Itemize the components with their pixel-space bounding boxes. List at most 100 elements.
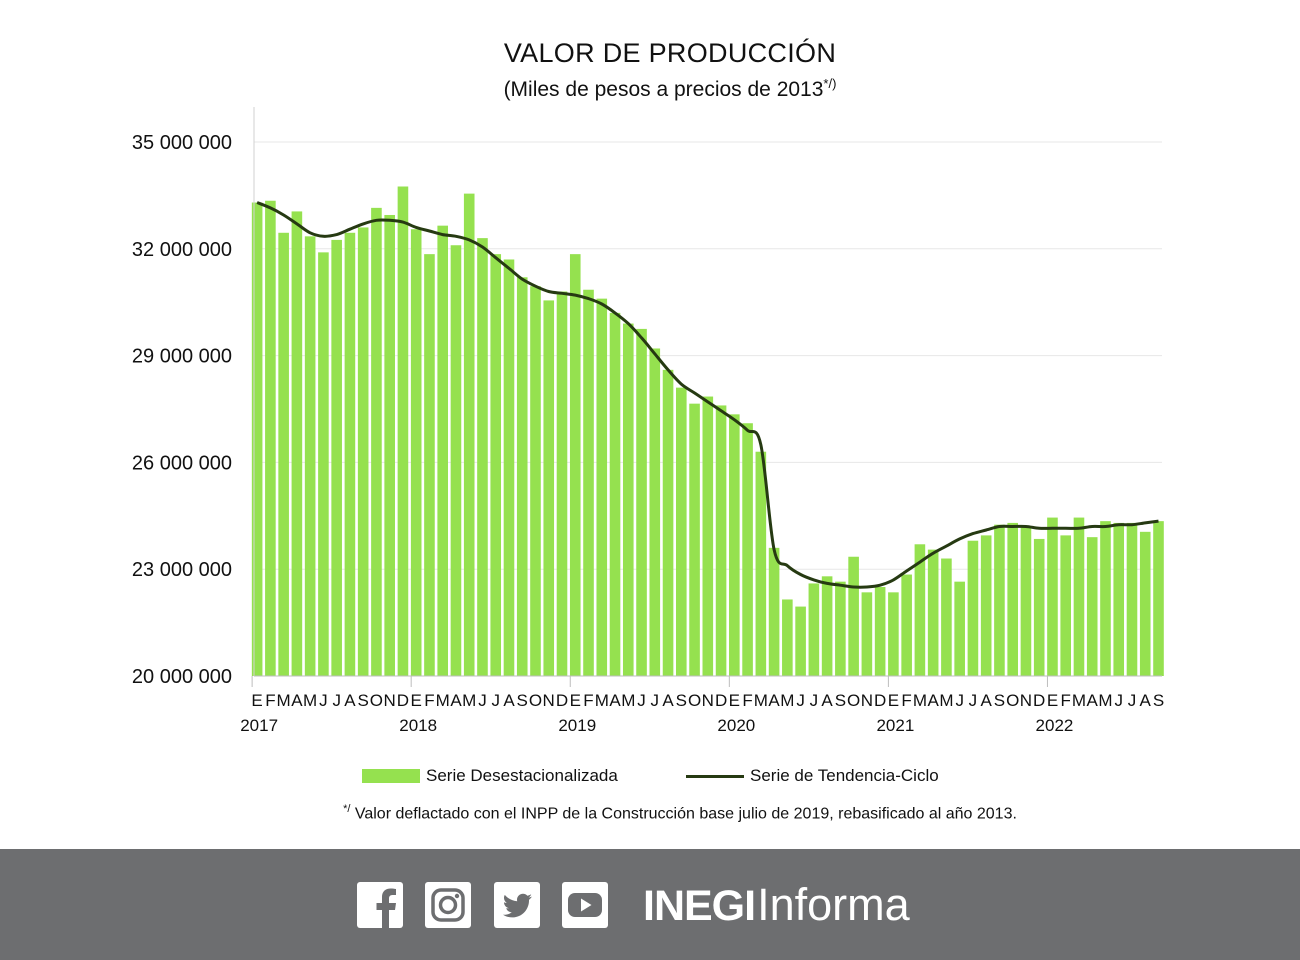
x-tick-label: M xyxy=(780,691,794,710)
subtitle-footnote-mark: */) xyxy=(823,76,837,91)
x-tick-label: J xyxy=(332,691,341,710)
bar xyxy=(477,238,488,676)
x-tick-label: N xyxy=(702,691,714,710)
bar xyxy=(808,583,820,676)
bar xyxy=(318,252,329,677)
bar xyxy=(1126,522,1138,676)
footnote-text: Valor deflactado con el INPP de la Const… xyxy=(354,805,1017,823)
bar xyxy=(676,387,687,676)
x-tick-label: S xyxy=(994,691,1005,710)
x-tick-label: J xyxy=(1114,691,1123,710)
bar xyxy=(622,323,634,676)
x-tick-label: F xyxy=(583,691,593,710)
x-tick-label: E xyxy=(570,691,581,710)
bar xyxy=(848,556,859,676)
bar xyxy=(702,396,714,676)
x-tick-label: E xyxy=(411,691,422,710)
bar xyxy=(1060,535,1072,676)
y-tick-label: 35 000 000 xyxy=(132,132,232,154)
x-tick-label: A xyxy=(1087,691,1099,710)
y-tick-label: 23 000 000 xyxy=(132,559,232,581)
inegi-informa-logo[interactable]: INEGI Informa xyxy=(643,879,910,930)
subtitle-text: (Miles de pesos a precios de 2013 xyxy=(503,78,824,101)
y-tick-label: 20 000 000 xyxy=(132,666,232,688)
twitter-icon[interactable] xyxy=(494,882,540,928)
y-tick-label: 32 000 000 xyxy=(132,239,232,261)
x-tick-label: M xyxy=(621,691,635,710)
bar xyxy=(463,193,475,676)
trend-cycle-line xyxy=(256,201,1159,589)
bar xyxy=(874,587,886,676)
x-tick-label: J xyxy=(637,691,646,710)
bars-series xyxy=(251,186,1164,677)
x-tick-label: E xyxy=(729,691,740,710)
bar xyxy=(1100,521,1111,676)
x-tick-label: S xyxy=(676,691,687,710)
bar xyxy=(265,200,276,677)
chart-title: VALOR DE PRODUCCIÓN xyxy=(503,38,837,68)
chart-plot: 35 000 000 32 000 000 29 000 000 26 000 000… xyxy=(132,107,1164,735)
bar xyxy=(755,451,767,676)
bar xyxy=(994,524,1005,676)
bar xyxy=(689,403,700,676)
instagram-icon[interactable] xyxy=(425,882,471,928)
bar xyxy=(729,414,740,676)
x-tick-label: J xyxy=(810,691,819,710)
bar xyxy=(1033,538,1045,676)
legend-line-label: Serie de Tendencia-Ciclo xyxy=(750,766,939,785)
bar xyxy=(410,229,422,676)
year-label: 2021 xyxy=(876,716,914,735)
bar xyxy=(424,254,435,676)
bar xyxy=(331,239,342,676)
year-label: 2017 xyxy=(240,716,278,735)
bar xyxy=(835,581,846,676)
x-tick-label: F xyxy=(742,691,752,710)
y-tick-labels: 35 000 000 32 000 000 29 000 000 26 000 000… xyxy=(132,132,232,688)
x-tick-label: O xyxy=(529,691,542,710)
bar xyxy=(583,289,594,676)
x-tick-label: F xyxy=(1061,691,1071,710)
x-tick-label: J xyxy=(319,691,328,710)
x-tick-label: A xyxy=(981,691,993,710)
x-tick-label: A xyxy=(1140,691,1152,710)
x-tick-label: J xyxy=(969,691,978,710)
bar xyxy=(649,348,661,676)
bar xyxy=(450,245,462,677)
facebook-icon[interactable] xyxy=(357,882,403,928)
x-tick-label: O xyxy=(688,691,701,710)
x-tick-label: A xyxy=(450,691,462,710)
x-tick-label: S xyxy=(358,691,369,710)
bar xyxy=(821,576,833,676)
bar xyxy=(1047,517,1058,676)
year-label: 2022 xyxy=(1036,716,1074,735)
year-label: 2018 xyxy=(399,716,437,735)
youtube-icon[interactable] xyxy=(562,882,608,928)
x-tick-label: A xyxy=(291,691,303,710)
x-tick-label: A xyxy=(821,691,833,710)
bar xyxy=(251,202,263,676)
x-tick-label: J xyxy=(796,691,805,710)
x-tick-label: M xyxy=(462,691,476,710)
legend-bar-swatch xyxy=(362,769,420,783)
brand-informa: Informa xyxy=(757,879,910,930)
x-tick-label: A xyxy=(928,691,940,710)
x-tick-label: J xyxy=(651,691,660,710)
x-tick-label: F xyxy=(424,691,434,710)
legend-line-swatch xyxy=(686,774,744,778)
x-tick-label: A xyxy=(609,691,621,710)
bar xyxy=(596,298,608,676)
x-tick-label: D xyxy=(397,691,409,710)
bar xyxy=(437,225,448,676)
bar xyxy=(543,300,555,676)
x-tick-label: A xyxy=(344,691,356,710)
bar xyxy=(490,254,502,676)
footnote: */ Valor deflactado con el INPP de la Co… xyxy=(0,803,1300,823)
x-tick-label: A xyxy=(768,691,780,710)
bar xyxy=(1020,526,1032,676)
x-tick-label: M xyxy=(1098,691,1112,710)
x-tick-label: F xyxy=(901,691,911,710)
x-tick-label: F xyxy=(265,691,275,710)
bar xyxy=(941,558,952,676)
bar xyxy=(662,369,674,676)
